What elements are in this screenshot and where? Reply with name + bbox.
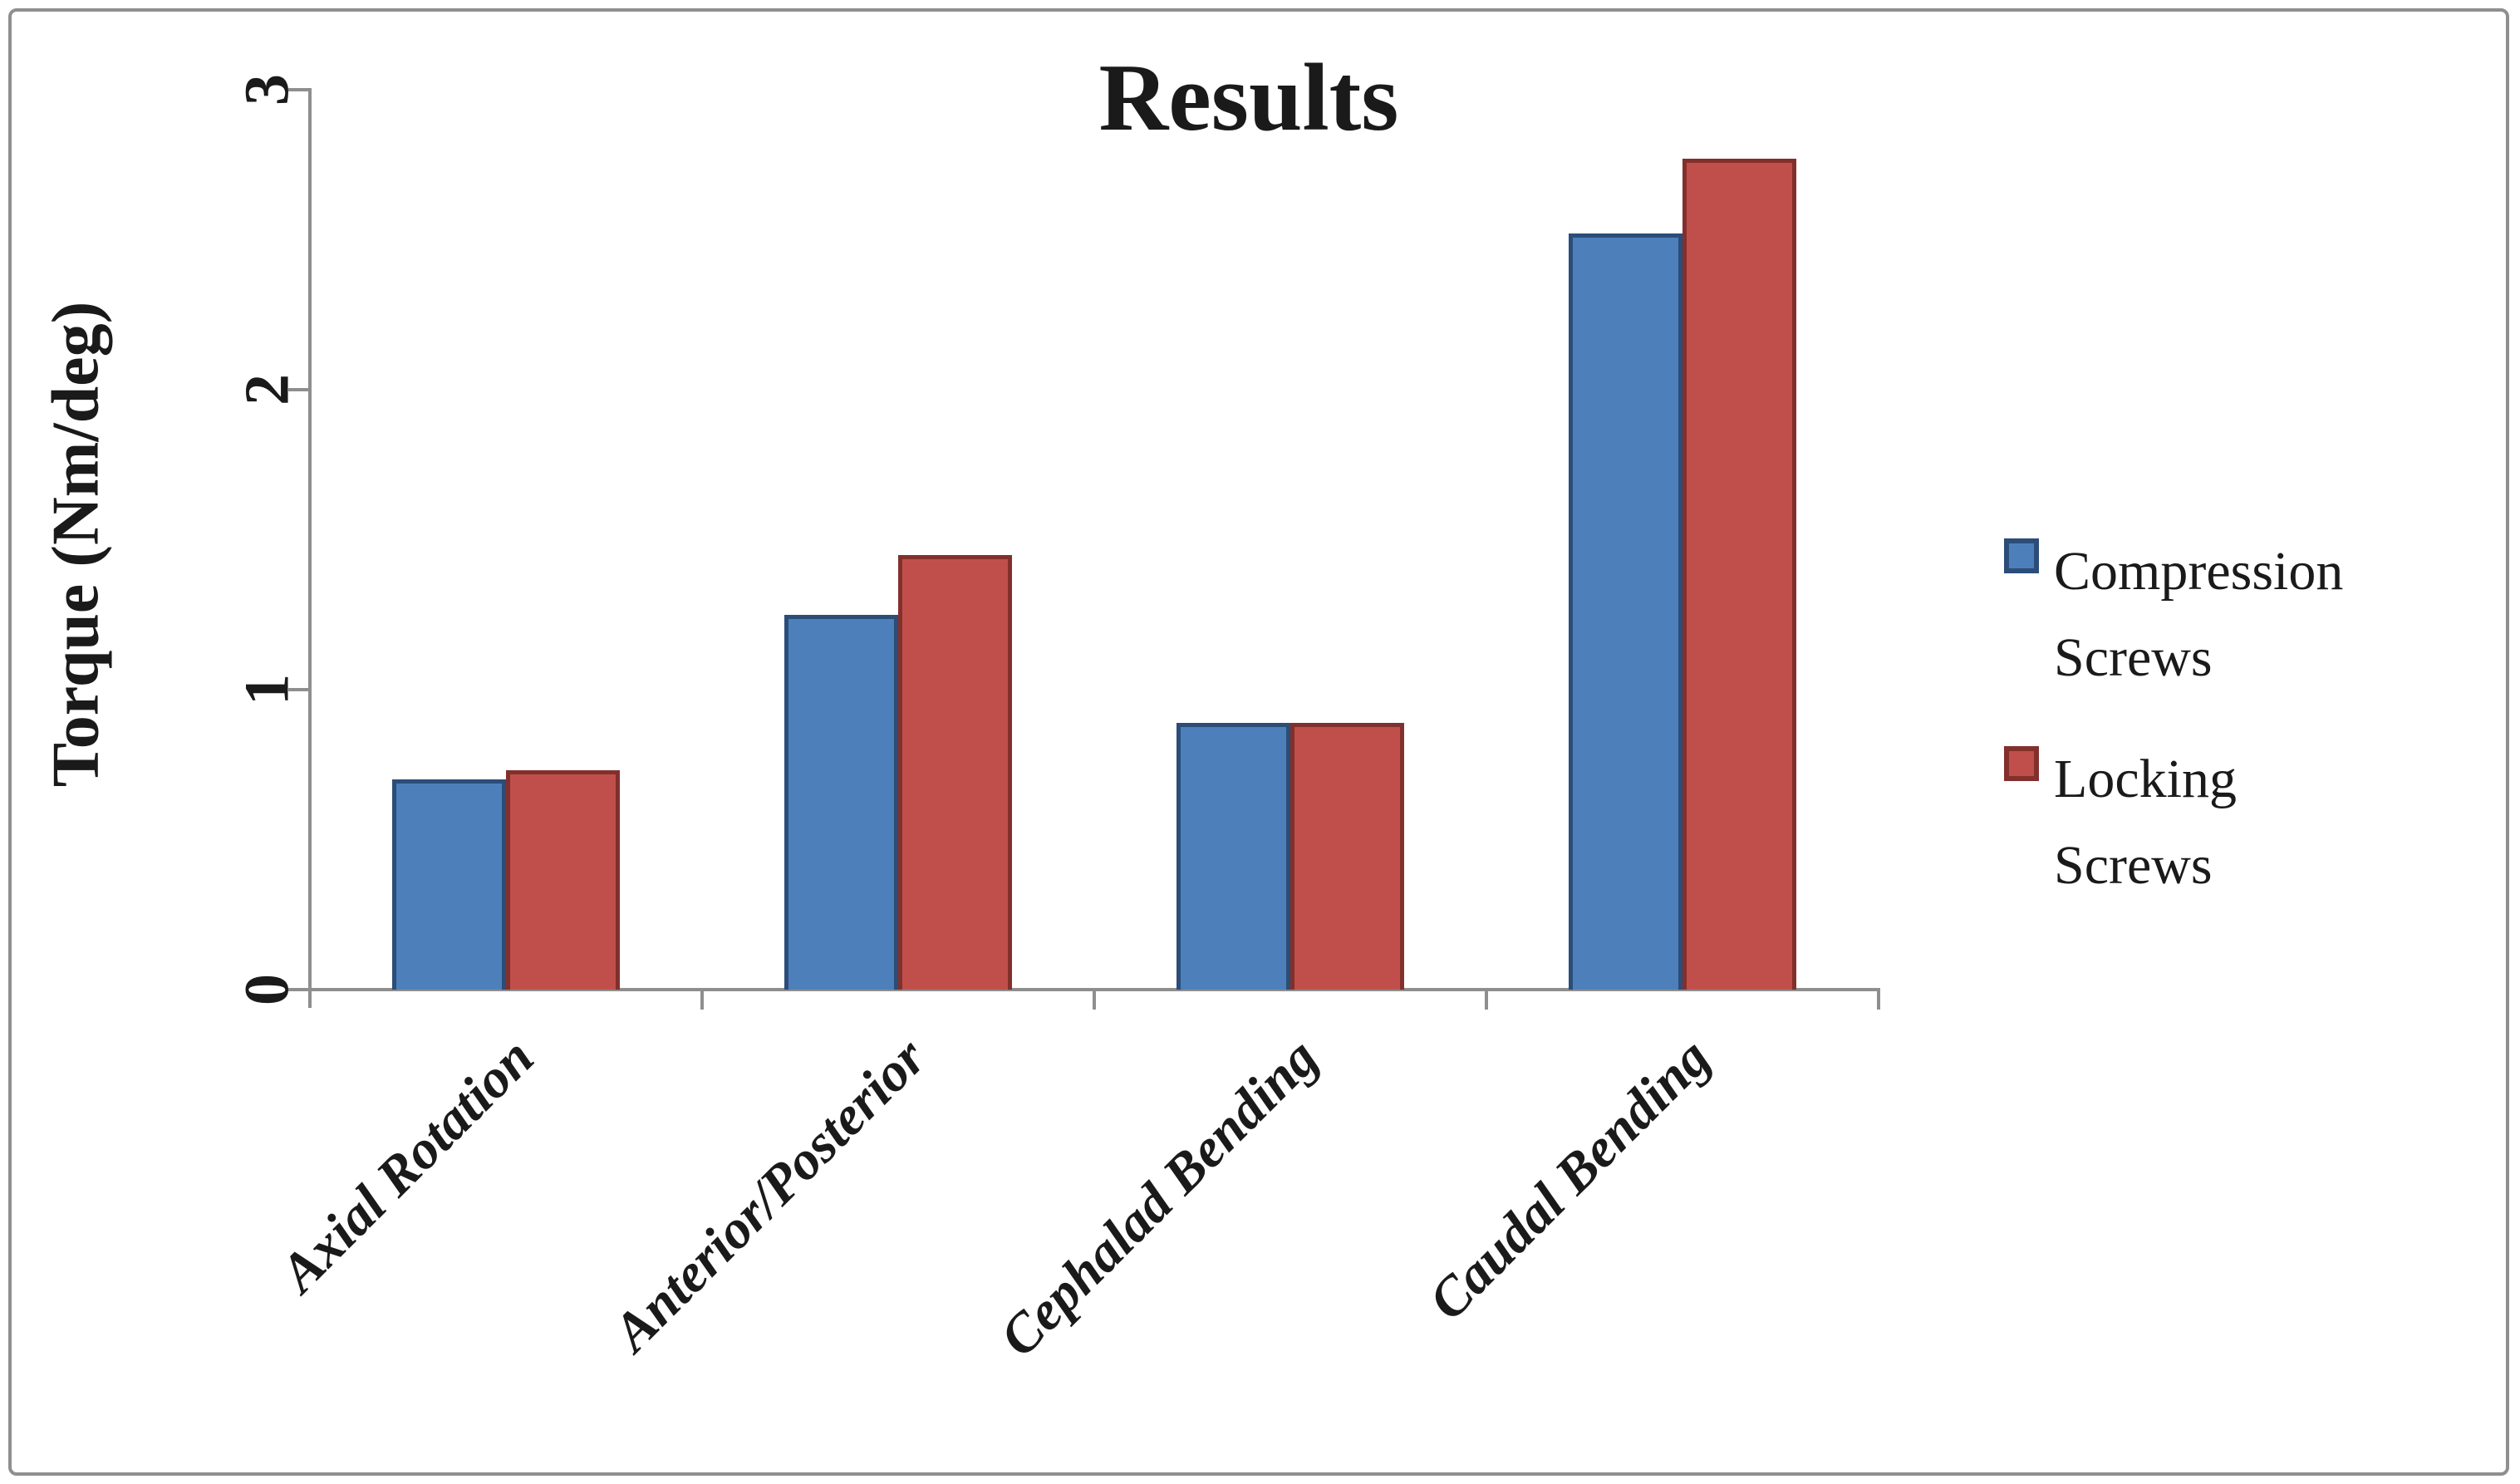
y-tick-mark [288,988,308,991]
bar-locking-4 [1682,159,1796,990]
legend-item: Compression Screws [2004,528,2386,701]
bar-compression-2 [784,614,898,990]
bar-locking-3 [1290,722,1404,990]
x-tick-mark [1093,990,1096,1010]
legend-item: Locking Screws [2004,736,2386,909]
y-axis-title: Torque (Nm/deg) [39,301,113,788]
bar-compression-3 [1176,722,1290,990]
chart-title: Results [1098,45,1399,151]
y-tick-mark [288,88,308,91]
y-tick-label: 2 [232,374,302,405]
y-tick-label: 3 [232,74,302,106]
y-tick-mark [288,388,308,391]
bar-compression-1 [392,779,506,990]
x-tick-mark [1485,990,1488,1010]
y-tick-label: 1 [232,674,302,705]
y-tick-label: 0 [232,974,302,1005]
legend-label: Locking Screws [2054,749,2237,896]
bar-locking-1 [506,770,620,990]
legend-label: Compression Screws [2054,541,2344,688]
bar-compression-4 [1569,233,1682,990]
bar-locking-2 [898,554,1012,990]
x-tick-mark [700,990,704,1010]
legend-swatch-icon [2004,746,2039,781]
legend-swatch-icon [2004,538,2039,573]
x-tick-mark [1877,990,1880,1010]
y-axis-line [308,88,312,1008]
y-tick-mark [288,688,308,691]
